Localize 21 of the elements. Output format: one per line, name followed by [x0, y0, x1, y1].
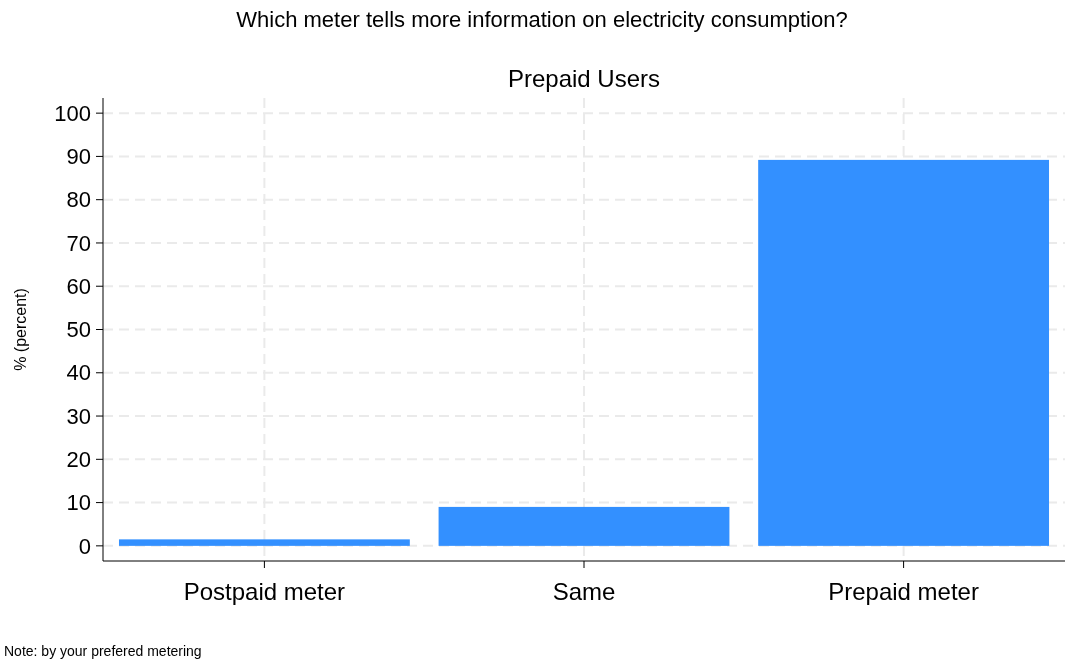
x-tick-label: Postpaid meter [183, 578, 346, 605]
chart-title: Which meter tells more information on electricity consumption? [236, 7, 848, 32]
y-tick-label: 60 [66, 273, 91, 299]
y-tick-label: 10 [66, 490, 91, 516]
y-tick-label: 0 [78, 533, 91, 559]
y-tick-label: 90 [66, 144, 91, 170]
x-tick-label: Prepaid meter [828, 578, 979, 605]
y-tick-label: 100 [54, 100, 91, 126]
y-tick-label: 50 [66, 317, 91, 343]
text: Note: by your prefered metering [4, 643, 202, 659]
chart-subtitle: Prepaid Users [507, 65, 661, 92]
y-axis-title: % (percent) [12, 288, 29, 371]
bar [758, 159, 1050, 546]
y-tick-label: 20 [66, 447, 91, 473]
bar [438, 506, 730, 546]
bar [118, 539, 410, 546]
y-tick-label: 30 [66, 403, 91, 429]
x-tick-label: Same [552, 578, 616, 605]
y-tick-label: 40 [66, 360, 91, 386]
y-tick-label: 80 [66, 187, 91, 213]
y-tick-label: 70 [66, 230, 91, 256]
